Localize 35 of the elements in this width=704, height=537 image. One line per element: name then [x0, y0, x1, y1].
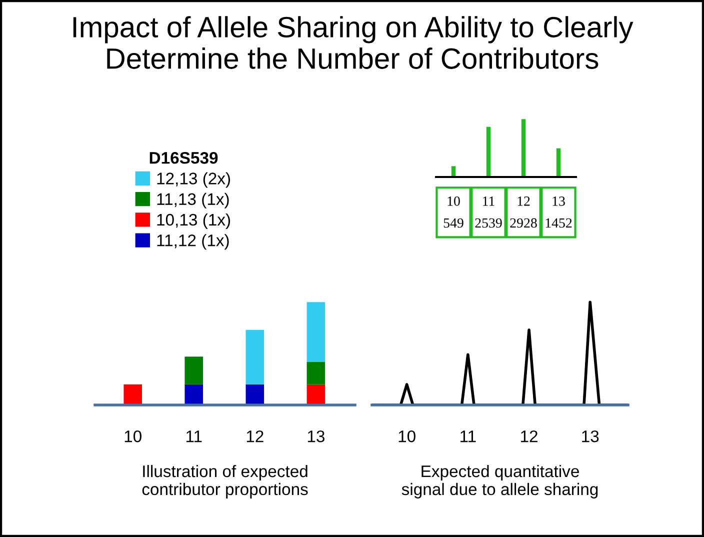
x-tick-label: 12 [246, 430, 264, 442]
data-label: 549 [444, 218, 464, 228]
bar [184, 384, 204, 405]
x-axis-title: Illustration of expected contributor proportions [142, 464, 308, 498]
bar [306, 302, 326, 362]
x-tick-label: 11 [460, 430, 476, 442]
chart-title: Impact of Allele Sharing on Ability to Clearly Determine the Number of Contributors [73, 16, 634, 69]
legend-label: 11,13 (1x) [157, 192, 229, 208]
x-tick-label: 13 [582, 430, 599, 442]
x-tick-label: 12 [518, 196, 530, 206]
x-tick-label: 10 [448, 196, 460, 206]
x-tick-label: 13 [552, 196, 565, 206]
legend-title: D16S539 [150, 152, 218, 164]
bar [556, 148, 561, 177]
x-tick-label: 11 [186, 430, 202, 442]
x-tick-label: 10 [124, 430, 142, 442]
bar [124, 384, 142, 405]
legend-label: 12,13 (2x) [157, 172, 230, 188]
bar [306, 362, 326, 384]
data-label: 1452 [546, 218, 572, 228]
bar [306, 384, 326, 405]
x-tick-label: 13 [308, 430, 324, 442]
bar [184, 356, 204, 384]
x-axis-title: Expected quantitative signal due to allele sharing [402, 464, 598, 498]
x-tick-label: 11 [483, 196, 494, 206]
bar [486, 126, 491, 177]
x-tick-label: 12 [521, 430, 538, 442]
bar [521, 119, 526, 177]
bar [246, 330, 264, 384]
bar [246, 384, 264, 405]
legend-label: 11,12 (1x) [157, 234, 229, 250]
legend-label: 10,13 (1x) [157, 213, 230, 229]
data-label: 2539 [475, 218, 502, 228]
data-label: 2928 [510, 218, 537, 228]
x-tick-label: 10 [398, 430, 416, 442]
